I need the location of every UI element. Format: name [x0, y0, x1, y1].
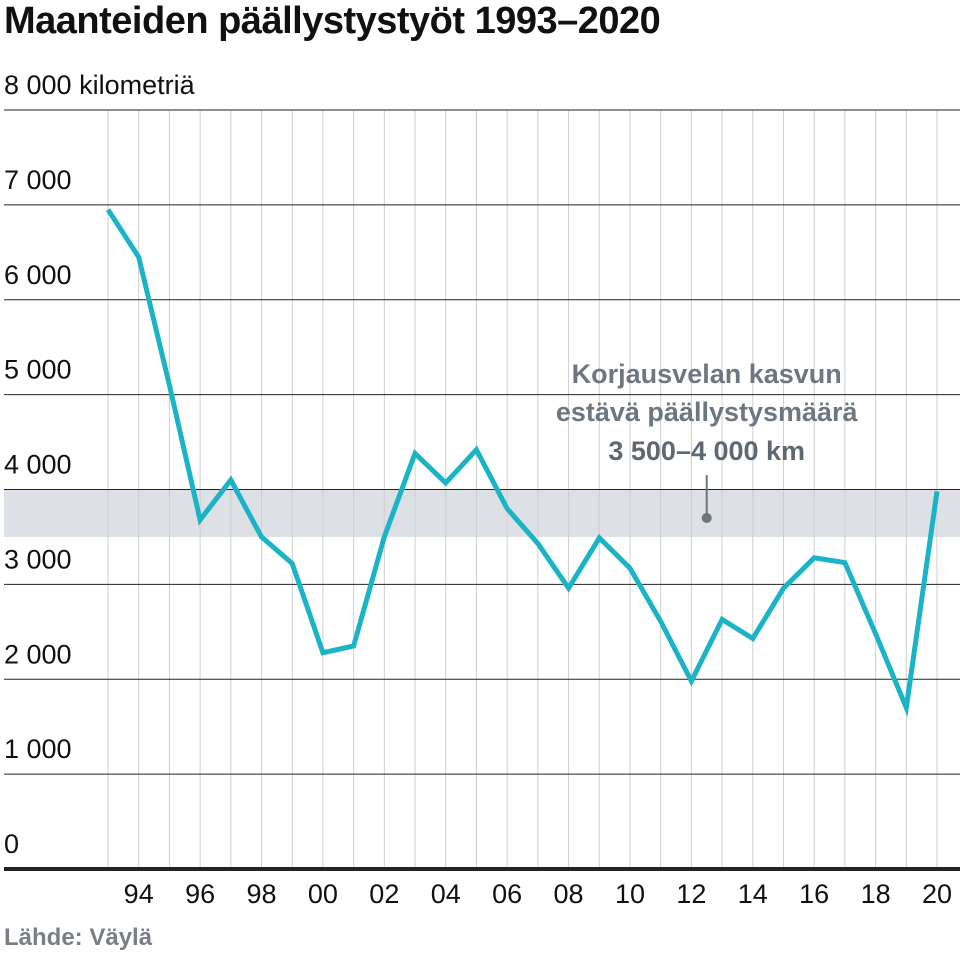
x-tick-label: 18	[861, 879, 891, 909]
x-tick-label: 06	[492, 879, 522, 909]
y-tick-label: 2 000	[4, 639, 72, 669]
annotation-marker	[701, 512, 712, 523]
annotation-text-line: estävä päällystysmäärä	[556, 397, 859, 427]
chart-title: Maanteiden päällystystyöt 1993–2020	[4, 0, 661, 42]
y-tick-label: 0	[4, 829, 19, 859]
x-tick-label: 10	[615, 879, 645, 909]
y-axis-ticks: 0 1 000 2 000 3 000 4 000 5 000 6 000 7 000 8 00…	[4, 70, 196, 859]
x-tick-label: 20	[922, 879, 952, 909]
y-tick-label: 3 000	[4, 544, 72, 574]
x-tick-label: 14	[738, 879, 768, 909]
y-tick-label: 5 000	[4, 355, 72, 385]
x-tick-label: 08	[554, 879, 584, 909]
target-band-layer	[4, 489, 960, 537]
x-tick-label: 12	[676, 879, 706, 909]
y-tick-label: 8 000 kilometriä	[4, 70, 196, 100]
y-tick-label: 6 000	[4, 260, 72, 290]
horizontal-gridlines	[4, 109, 960, 871]
y-tick-label: 1 000	[4, 734, 72, 764]
x-tick-label: 02	[369, 879, 399, 909]
annotation-text-line: Korjausvelan kasvun	[572, 359, 842, 389]
annotation-text-line: 3 500–4 000 km	[608, 436, 805, 466]
x-tick-label: 04	[431, 879, 461, 909]
x-tick-label: 16	[799, 879, 829, 909]
target-band	[4, 489, 960, 537]
x-tick-label: 00	[308, 879, 338, 909]
annotation-layer: Korjausvelan kasvun estävä päällystysmäär…	[556, 359, 859, 523]
y-tick-label: 4 000	[4, 450, 72, 480]
x-tick-label: 94	[124, 879, 154, 909]
x-axis-ticks: 94 96 98 00 02 04 06 08 10 12 14 16 18 20	[124, 879, 952, 909]
y-tick-label: 7 000	[4, 165, 72, 195]
series-line	[105, 208, 940, 718]
series-layer	[105, 208, 940, 718]
source-note: Lähde: Väylä	[4, 924, 153, 951]
x-tick-label: 98	[246, 879, 276, 909]
x-tick-label: 96	[185, 879, 215, 909]
